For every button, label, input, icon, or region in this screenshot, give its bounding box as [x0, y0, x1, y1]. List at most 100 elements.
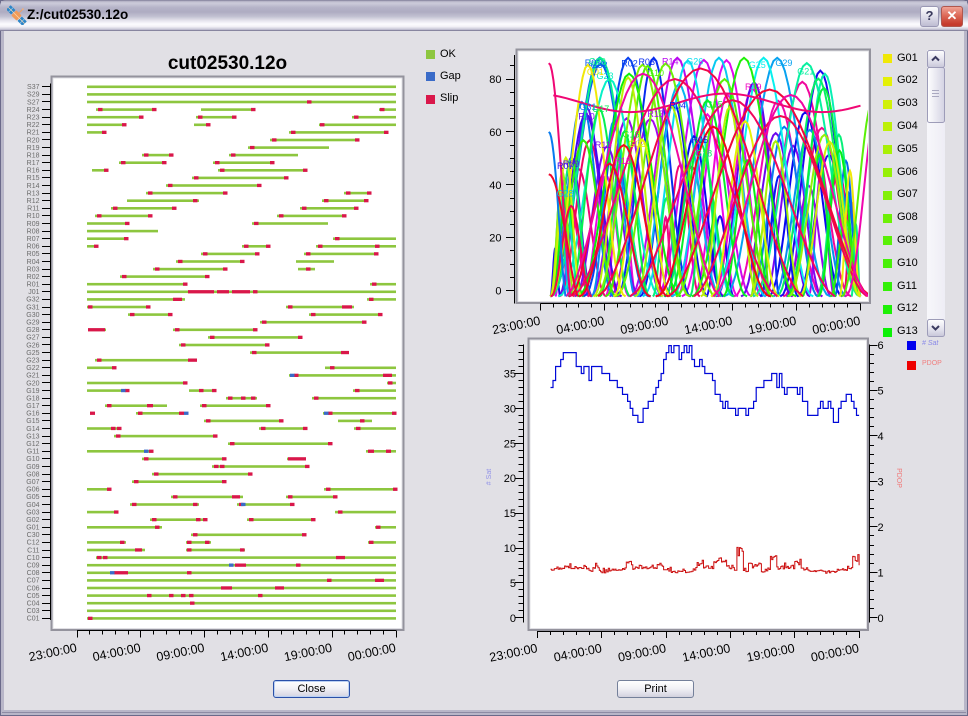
svg-text:G17: G17 — [592, 104, 609, 114]
svg-text:G29: G29 — [775, 58, 792, 68]
svg-text:19:00:00: 19:00:00 — [283, 641, 334, 664]
svg-text:R24: R24 — [27, 107, 40, 114]
svg-text:R14: R14 — [27, 183, 40, 190]
svg-text:C30: C30 — [27, 532, 40, 539]
svg-text:G18: G18 — [695, 148, 712, 158]
svg-text:19:00:00: 19:00:00 — [745, 641, 796, 664]
svg-text:R14: R14 — [662, 57, 679, 67]
svg-text:G23: G23 — [26, 358, 39, 365]
svg-text:R01: R01 — [585, 58, 602, 68]
svg-text:G31: G31 — [579, 102, 596, 112]
svg-text:G31: G31 — [26, 304, 39, 311]
svg-text:R10: R10 — [578, 112, 595, 122]
svg-text:R04: R04 — [27, 259, 40, 266]
svg-text:R21: R21 — [27, 130, 40, 137]
svg-text:G01: G01 — [26, 525, 39, 532]
svg-text:J01: J01 — [28, 289, 39, 296]
svg-text:R18: R18 — [614, 156, 631, 166]
svg-text:14:00:00: 14:00:00 — [681, 641, 732, 664]
svg-text:C08: C08 — [27, 570, 40, 577]
svg-text:G06: G06 — [26, 487, 39, 494]
svg-text:C06: C06 — [27, 585, 40, 592]
svg-text:R05: R05 — [691, 135, 708, 145]
svg-text:R01: R01 — [27, 282, 40, 289]
svg-text:09:00:00: 09:00:00 — [617, 641, 668, 664]
svg-text:R08: R08 — [27, 228, 40, 235]
svg-text:R12: R12 — [27, 198, 40, 205]
svg-text:00:00:00: 00:00:00 — [811, 314, 862, 337]
svg-text:R11: R11 — [595, 140, 611, 150]
svg-text:R04: R04 — [669, 100, 686, 110]
svg-text:G11: G11 — [27, 449, 40, 456]
svg-text:19:00:00: 19:00:00 — [747, 314, 798, 337]
svg-text:R13: R13 — [27, 190, 40, 197]
svg-text:6: 6 — [878, 340, 884, 352]
svg-text:G25: G25 — [749, 60, 766, 70]
svg-text:G02: G02 — [628, 139, 645, 149]
svg-text:3: 3 — [878, 476, 884, 488]
svg-text:23:00:00: 23:00:00 — [28, 641, 79, 664]
svg-text:PDOP: PDOP — [895, 468, 902, 488]
svg-text:G12: G12 — [26, 441, 39, 448]
svg-text:G10: G10 — [26, 456, 39, 463]
svg-text:09:00:00: 09:00:00 — [155, 641, 206, 664]
svg-text:G23: G23 — [596, 71, 613, 81]
svg-text:04:00:00: 04:00:00 — [553, 641, 604, 664]
svg-text:G28: G28 — [26, 327, 39, 334]
svg-text:15: 15 — [504, 508, 516, 520]
svg-text:4: 4 — [878, 431, 884, 443]
svg-text:R15: R15 — [27, 175, 40, 182]
svg-text:G05: G05 — [26, 494, 39, 501]
svg-text:G27: G27 — [26, 335, 39, 342]
svg-text:40: 40 — [489, 180, 501, 192]
svg-text:04:00:00: 04:00:00 — [91, 641, 142, 664]
svg-text:G04: G04 — [26, 502, 39, 509]
svg-text:23:00:00: 23:00:00 — [491, 314, 542, 337]
svg-text:R16: R16 — [27, 168, 40, 175]
svg-text:G21: G21 — [797, 67, 814, 77]
svg-text:G25: G25 — [26, 350, 39, 357]
svg-text:35: 35 — [504, 369, 516, 381]
svg-text:G30: G30 — [26, 312, 39, 319]
svg-text:G28: G28 — [557, 189, 574, 199]
svg-text:G16: G16 — [26, 411, 39, 418]
svg-text:G10: G10 — [647, 68, 664, 78]
svg-text:5: 5 — [878, 386, 884, 398]
svg-text:10: 10 — [504, 543, 516, 555]
svg-text:C12: C12 — [27, 540, 40, 547]
svg-text:G16: G16 — [622, 129, 639, 139]
svg-text:0: 0 — [878, 613, 884, 625]
svg-text:G20: G20 — [26, 380, 39, 387]
svg-text:04:00:00: 04:00:00 — [555, 314, 606, 337]
svg-text:0: 0 — [510, 613, 516, 625]
svg-text:R06: R06 — [27, 244, 40, 251]
svg-text:G32: G32 — [590, 60, 607, 70]
svg-text:G03: G03 — [26, 509, 39, 516]
svg-text:G13: G13 — [26, 433, 39, 440]
svg-text:G22: G22 — [26, 365, 39, 372]
svg-text:0: 0 — [495, 286, 501, 298]
svg-text:S29: S29 — [27, 92, 40, 99]
svg-text:G08: G08 — [26, 471, 39, 478]
svg-text:G01: G01 — [587, 67, 604, 77]
svg-text:23:00:00: 23:00:00 — [488, 641, 539, 664]
svg-text:R17: R17 — [27, 160, 40, 167]
svg-text:G26: G26 — [686, 57, 703, 67]
svg-text:30: 30 — [504, 403, 516, 415]
svg-text:R02: R02 — [621, 59, 638, 69]
svg-text:14:00:00: 14:00:00 — [683, 314, 734, 337]
svg-text:C04: C04 — [27, 601, 40, 608]
svg-text:60: 60 — [489, 127, 501, 139]
svg-text:R03: R03 — [27, 266, 40, 273]
svg-text:25: 25 — [504, 438, 516, 450]
svg-text:# Sat: # Sat — [486, 469, 493, 485]
svg-text:G17: G17 — [26, 403, 39, 410]
svg-text:G19: G19 — [26, 388, 39, 395]
svg-text:C09: C09 — [27, 563, 40, 570]
svg-text:R07: R07 — [27, 236, 40, 243]
svg-text:G02: G02 — [26, 517, 39, 524]
svg-text:80: 80 — [489, 74, 501, 86]
svg-text:R09: R09 — [563, 159, 580, 169]
svg-text:C11: C11 — [27, 547, 39, 554]
svg-text:G15: G15 — [26, 418, 39, 425]
